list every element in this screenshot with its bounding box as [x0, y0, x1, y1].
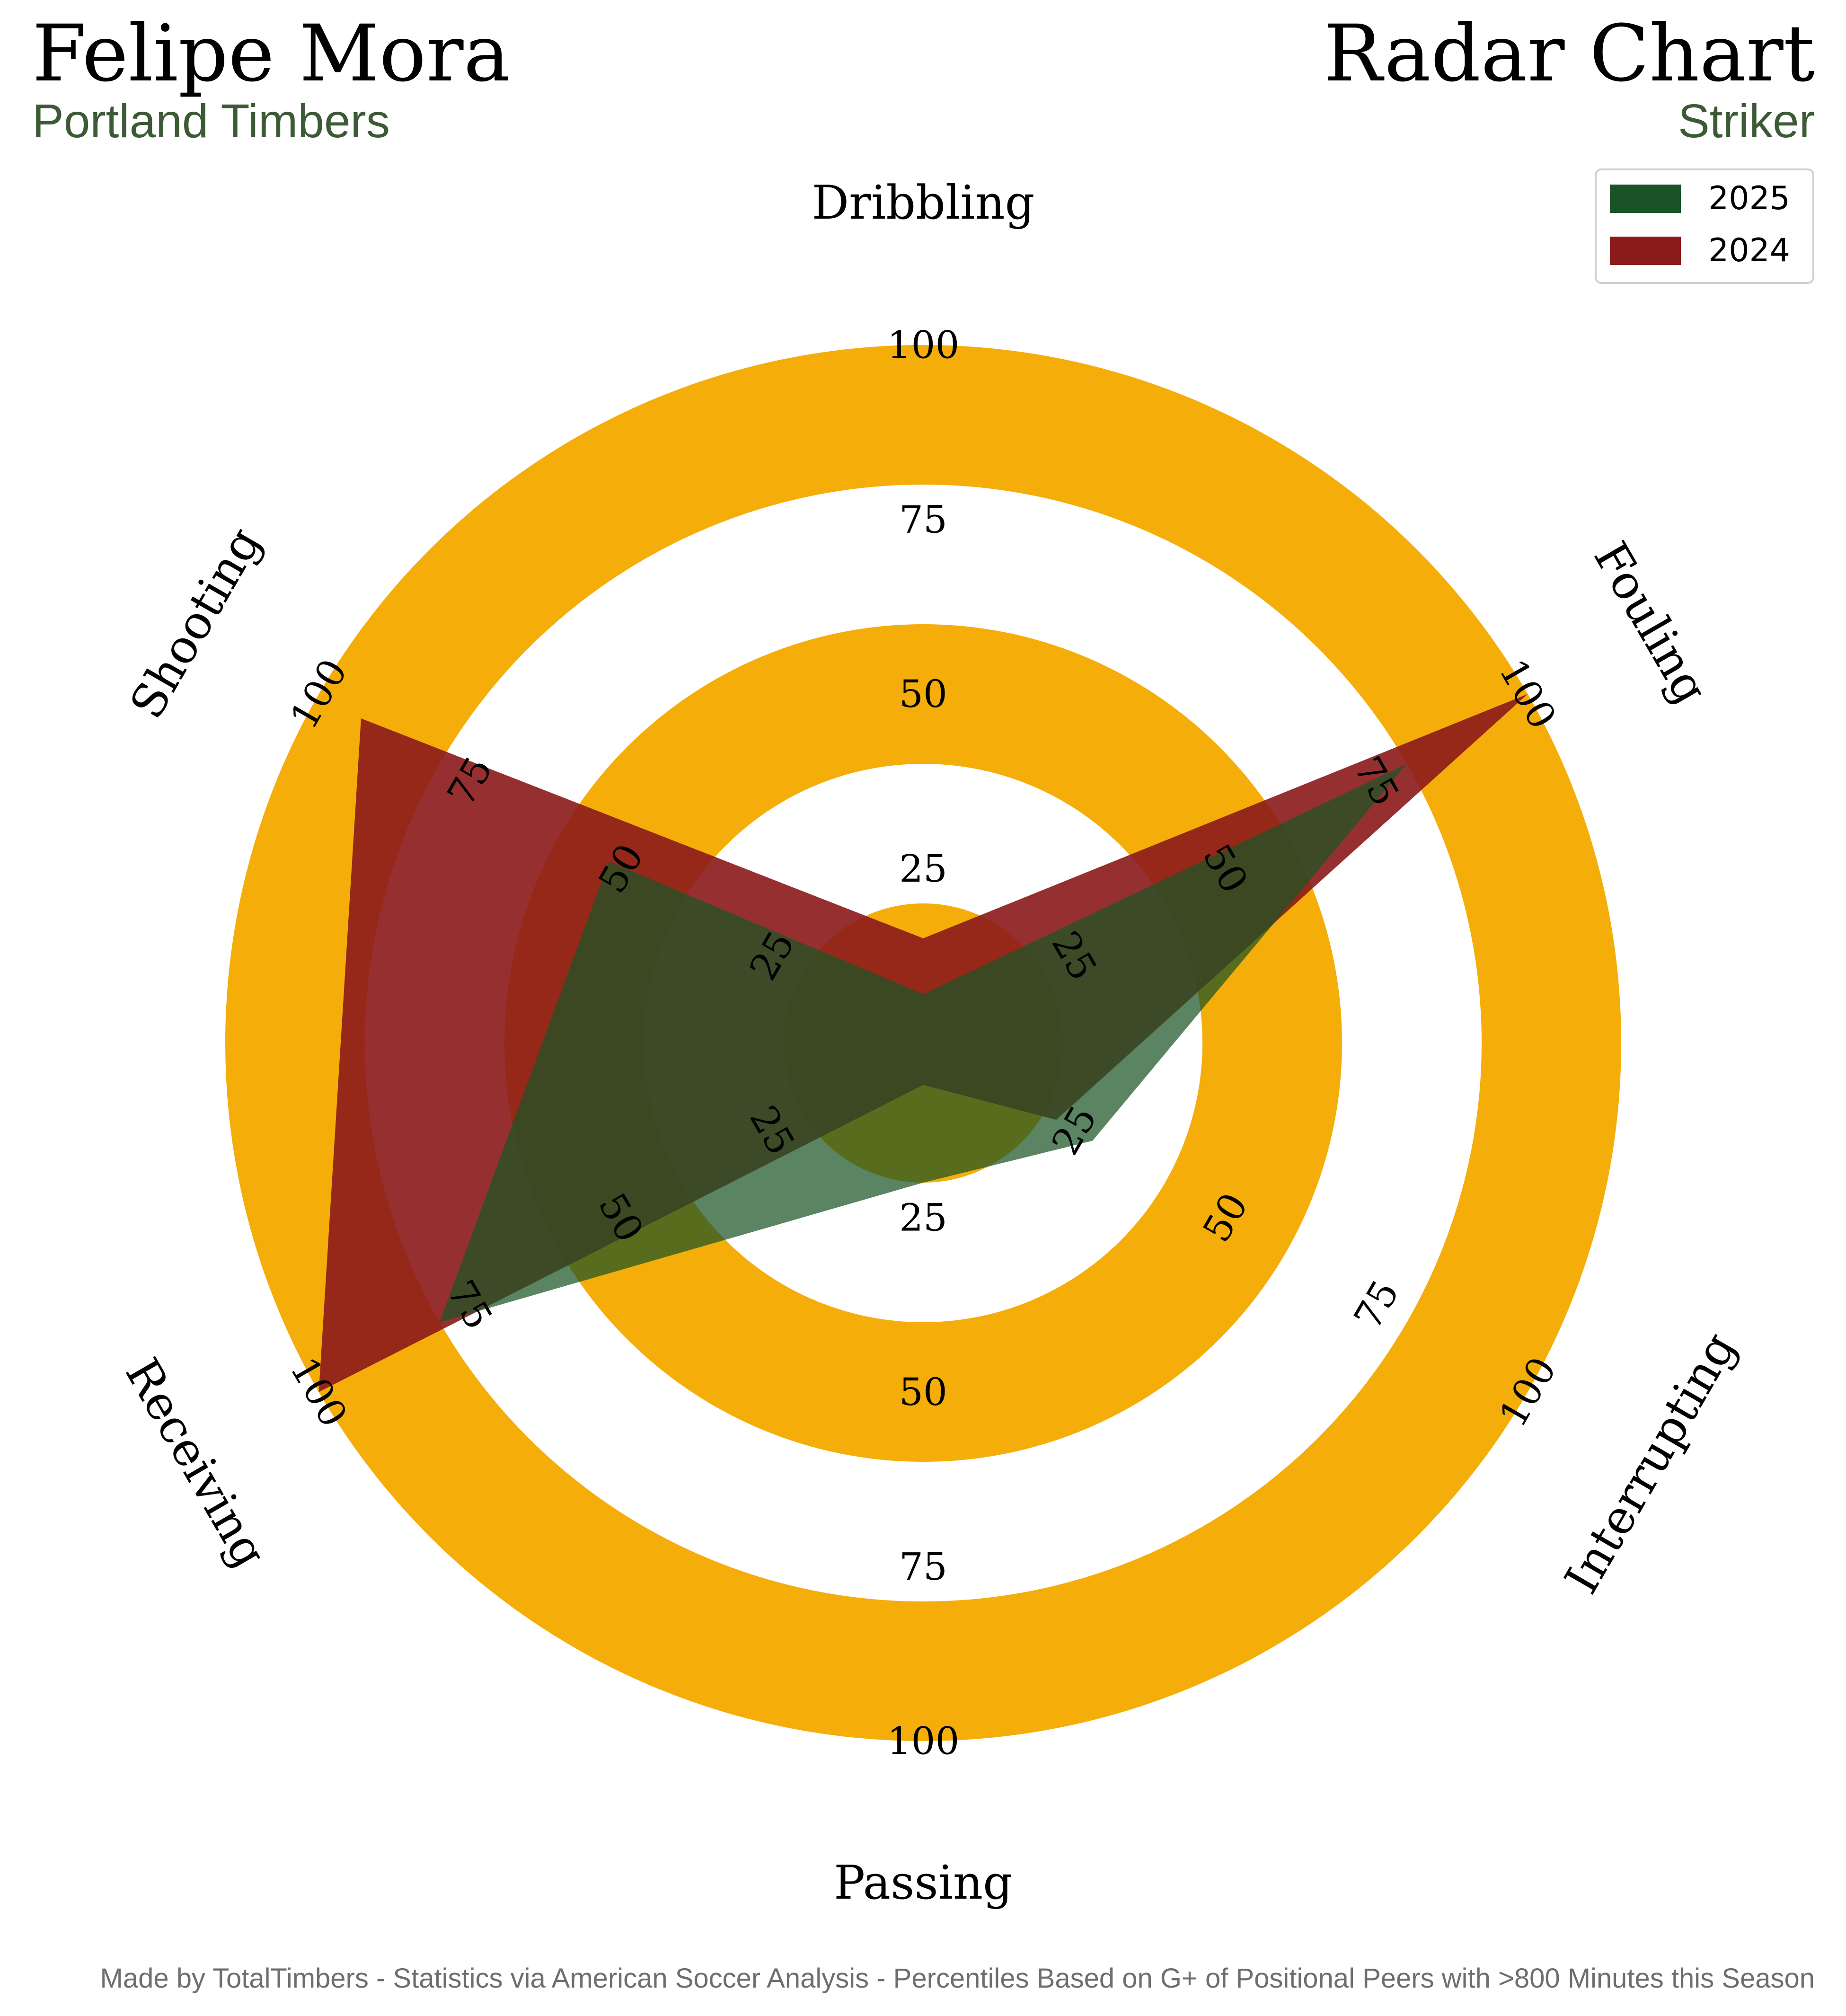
position-label: Striker: [1678, 95, 1815, 148]
axis-label-shooting: Shooting: [120, 518, 272, 727]
chart-title: Radar Chart: [1324, 8, 1815, 99]
footer-credits: Made by TotalTimbers - Statistics via Am…: [100, 1963, 1815, 1994]
tick-label: 75: [899, 1545, 947, 1589]
legend: 2025 2024: [1595, 168, 1814, 284]
tick-label: 50: [899, 1370, 947, 1414]
axis-label-interrupting: Interrupting: [1555, 1324, 1747, 1603]
axis-label-receiving: Receiving: [115, 1349, 277, 1576]
tick-label: 25: [899, 847, 947, 891]
legend-swatch-2024: [1610, 237, 1681, 265]
team-name: Portland Timbers: [32, 95, 390, 148]
axis-label-dribbling: Dribbling: [812, 176, 1035, 230]
series-layer: [318, 694, 1528, 1392]
legend-label-2024: 2024: [1708, 232, 1790, 269]
tick-label: 100: [887, 1719, 960, 1763]
series-2025-area: [440, 764, 1407, 1322]
axis-label-fouling: Fouling: [1583, 533, 1718, 713]
axis-label-passing: Passing: [834, 1856, 1013, 1910]
tick-label: 50: [899, 672, 947, 716]
tick-label: 25: [899, 1195, 947, 1239]
legend-label-2025: 2025: [1708, 180, 1790, 217]
legend-swatch-2025: [1610, 185, 1681, 213]
tick-label: 100: [887, 323, 960, 367]
tick-label: 75: [899, 497, 947, 541]
player-name: Felipe Mora: [32, 8, 510, 99]
